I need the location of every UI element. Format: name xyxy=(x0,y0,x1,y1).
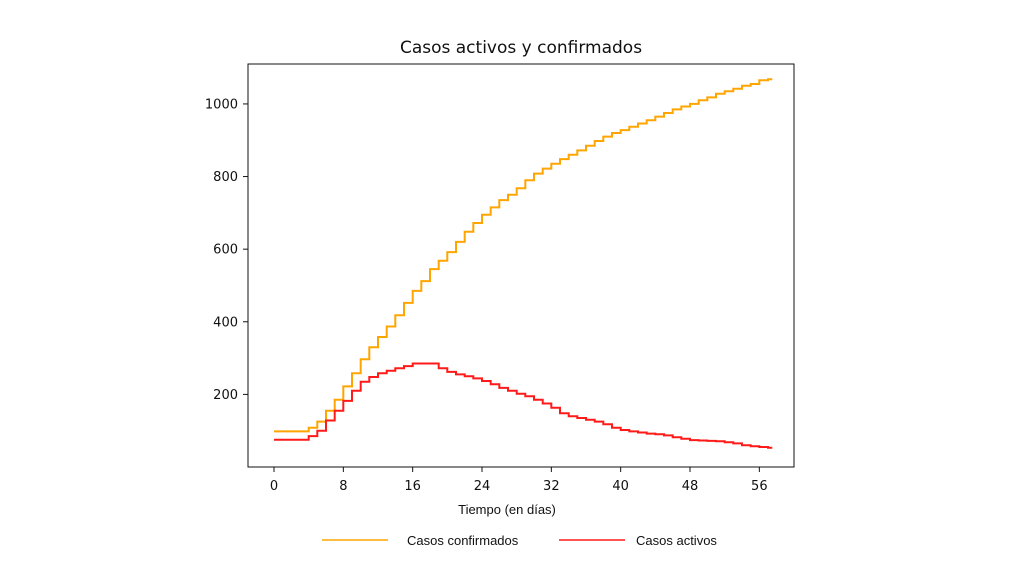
series-line-casos-activos xyxy=(274,362,773,449)
x-tick-label: 24 xyxy=(474,479,491,494)
x-tick-label: 40 xyxy=(612,479,629,494)
y-tick-label: 200 xyxy=(213,388,238,403)
x-tick-label: 32 xyxy=(543,479,560,494)
chart-title: Casos activos y confirmados xyxy=(400,38,642,58)
y-axis: 200 400 600 800 1000 xyxy=(205,97,248,403)
legend-label: Casos activos xyxy=(636,533,717,548)
series-lines xyxy=(274,78,773,449)
legend-item: Casos confirmados xyxy=(322,533,519,548)
y-tick-label: 600 xyxy=(213,243,238,258)
legend-label: Casos confirmados xyxy=(407,533,519,548)
y-tick-label: 400 xyxy=(213,315,238,330)
x-tick-label: 8 xyxy=(339,479,347,494)
legend: Casos confirmados Casos activos xyxy=(322,533,717,548)
plot-frame xyxy=(247,63,795,468)
x-axis-label: Tiempo (en días) xyxy=(458,502,556,517)
x-tick-label: 16 xyxy=(404,479,421,494)
x-axis: 0 8 16 24 32 40 48 56 xyxy=(270,467,768,494)
legend-item: Casos activos xyxy=(559,533,717,548)
y-tick-label: 800 xyxy=(213,170,238,185)
series-line-casos-confirmados xyxy=(274,78,773,433)
x-tick-label: 48 xyxy=(682,479,699,494)
x-tick-label: 0 xyxy=(270,479,278,494)
x-tick-label: 56 xyxy=(751,479,768,494)
y-tick-label: 1000 xyxy=(205,97,238,112)
